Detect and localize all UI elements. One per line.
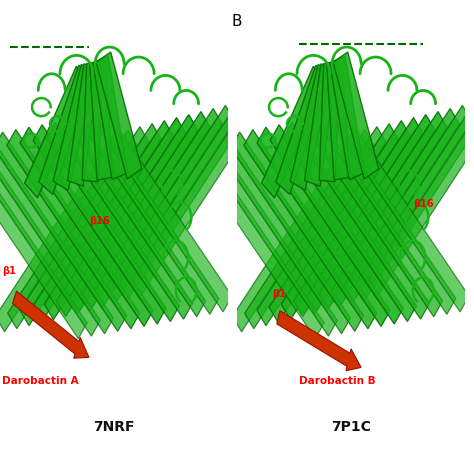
Polygon shape	[310, 118, 443, 317]
Polygon shape	[218, 135, 351, 334]
Polygon shape	[306, 115, 435, 314]
FancyArrow shape	[12, 291, 89, 358]
Polygon shape	[282, 120, 410, 319]
Polygon shape	[318, 111, 447, 310]
Text: Darobactin B: Darobactin B	[299, 376, 376, 386]
Polygon shape	[105, 105, 235, 304]
Polygon shape	[130, 100, 259, 299]
Polygon shape	[257, 127, 390, 327]
Polygon shape	[82, 64, 102, 182]
Polygon shape	[191, 139, 324, 338]
Polygon shape	[45, 120, 173, 319]
Text: β16: β16	[89, 216, 109, 226]
Polygon shape	[93, 109, 222, 308]
Polygon shape	[296, 120, 429, 319]
Polygon shape	[330, 56, 365, 180]
Polygon shape	[0, 139, 87, 338]
Polygon shape	[247, 40, 450, 347]
Polygon shape	[53, 64, 96, 191]
Polygon shape	[0, 135, 114, 334]
Polygon shape	[257, 127, 386, 326]
Polygon shape	[262, 66, 326, 198]
Polygon shape	[118, 102, 247, 301]
FancyArrow shape	[277, 311, 361, 371]
Polygon shape	[73, 118, 206, 317]
Polygon shape	[96, 52, 142, 179]
Polygon shape	[342, 105, 472, 304]
Polygon shape	[7, 129, 140, 329]
Polygon shape	[305, 64, 337, 186]
Polygon shape	[330, 109, 459, 308]
Polygon shape	[204, 137, 337, 336]
Polygon shape	[86, 115, 219, 314]
Polygon shape	[244, 129, 377, 329]
Polygon shape	[46, 122, 179, 321]
Polygon shape	[270, 125, 403, 324]
Polygon shape	[290, 64, 333, 191]
Polygon shape	[245, 130, 374, 329]
Polygon shape	[59, 120, 192, 319]
Polygon shape	[323, 115, 456, 314]
Polygon shape	[20, 127, 149, 326]
Polygon shape	[336, 113, 469, 312]
Polygon shape	[25, 66, 89, 198]
Polygon shape	[0, 132, 127, 331]
Polygon shape	[231, 132, 364, 331]
Polygon shape	[99, 113, 232, 312]
Polygon shape	[33, 125, 166, 324]
Text: Darobactin A: Darobactin A	[2, 376, 79, 386]
Polygon shape	[68, 64, 100, 186]
Polygon shape	[232, 133, 362, 332]
Polygon shape	[319, 64, 339, 182]
Polygon shape	[333, 52, 379, 179]
Polygon shape	[276, 65, 329, 194]
Text: 7NRF: 7NRF	[93, 420, 135, 435]
Polygon shape	[69, 115, 198, 314]
Polygon shape	[367, 100, 474, 299]
Text: β1: β1	[272, 289, 286, 299]
Text: 7P1C: 7P1C	[331, 420, 371, 435]
Text: β1: β1	[2, 266, 16, 276]
Polygon shape	[81, 111, 210, 310]
Polygon shape	[0, 137, 100, 336]
Polygon shape	[269, 124, 398, 323]
Polygon shape	[327, 61, 350, 180]
Polygon shape	[39, 65, 92, 194]
Text: B: B	[232, 14, 242, 29]
Polygon shape	[0, 133, 125, 332]
Polygon shape	[20, 127, 153, 327]
Polygon shape	[93, 56, 128, 180]
Polygon shape	[32, 124, 161, 323]
Polygon shape	[283, 122, 416, 321]
Text: β16: β16	[413, 199, 433, 209]
Polygon shape	[8, 130, 137, 329]
Polygon shape	[10, 40, 213, 347]
Polygon shape	[90, 61, 113, 180]
Polygon shape	[355, 102, 474, 301]
Polygon shape	[56, 118, 186, 317]
Polygon shape	[293, 118, 423, 317]
